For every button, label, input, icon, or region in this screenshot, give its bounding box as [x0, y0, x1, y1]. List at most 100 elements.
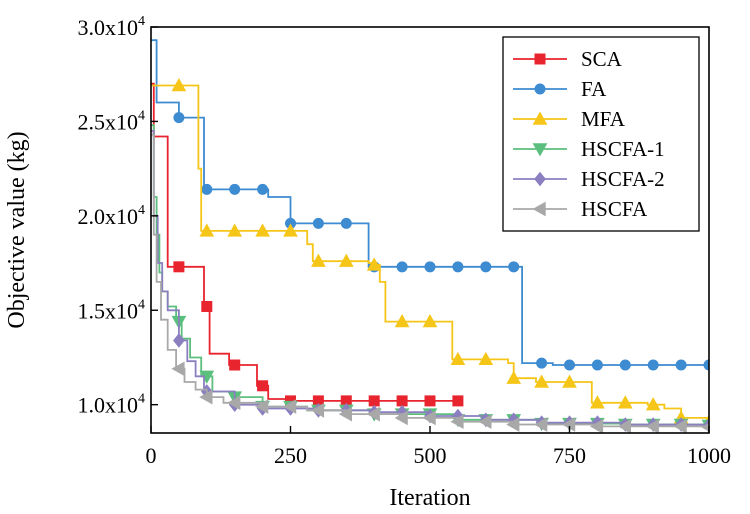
x-tick-label: 1000	[687, 443, 731, 468]
series-point-mfa	[422, 314, 438, 328]
series-point-hscfa	[199, 389, 213, 405]
legend-item-fa: FA	[513, 77, 607, 101]
series-point-mfa	[366, 257, 382, 271]
series-point-fa	[173, 112, 185, 124]
legend-label: MFA	[581, 107, 626, 131]
series-point-sca	[452, 395, 464, 407]
series-point-fa	[229, 183, 241, 195]
series-point-hscfa	[227, 395, 241, 411]
series-point-mfa	[645, 397, 661, 411]
series-point-hscfa	[310, 402, 325, 418]
series-point-fa	[591, 359, 603, 371]
series-point-hscfa	[171, 361, 185, 377]
series-point-fa	[508, 261, 520, 273]
series-point-fa	[257, 183, 269, 195]
legend-marker	[534, 53, 546, 65]
legend-label: HSCFA-2	[581, 167, 665, 191]
legend-item-sca: SCA	[513, 47, 623, 71]
series-point-fa	[480, 261, 492, 273]
legend-marker	[532, 143, 548, 157]
x-tick-label: 500	[414, 443, 447, 468]
series-point-sca	[396, 395, 408, 407]
series-point-fa	[675, 359, 687, 371]
series-point-hscfa	[338, 406, 352, 422]
series-point-hscfa	[450, 414, 464, 430]
x-axis-title: Iteration	[389, 485, 470, 511]
series-point-mfa	[283, 223, 298, 237]
legend-item-hscfa: HSCFA	[513, 197, 648, 221]
legend-item-hscfa-2: HSCFA-2	[513, 167, 665, 191]
series-point-mfa	[617, 395, 633, 409]
series-point-fa	[619, 359, 631, 371]
series-point-hscfa	[506, 417, 520, 432]
series-point-hscfa	[673, 419, 687, 433]
series-point-mfa	[590, 395, 605, 409]
y-tick-label: 1.5x104	[78, 297, 146, 323]
series-line-mfa	[151, 84, 709, 422]
series-point-fa	[424, 261, 436, 273]
legend-marker	[532, 201, 546, 217]
series-point-mfa	[311, 253, 326, 267]
series-line-sca	[151, 82, 458, 402]
series-point-mfa	[478, 351, 494, 366]
plot-area	[151, 39, 709, 433]
legend-marker	[534, 171, 546, 187]
series-point-sca	[257, 380, 269, 392]
legend-label: SCA	[581, 47, 623, 71]
x-tick-label: 0	[146, 443, 157, 468]
y-tick-label: 2.0x104	[78, 203, 146, 229]
series-point-sca	[229, 359, 241, 371]
series-point-mfa	[338, 253, 354, 267]
series-line-hscfa	[151, 133, 709, 428]
legend-label: HSCFA-1	[581, 137, 665, 161]
legend-item-hscfa-1: HSCFA-1	[513, 137, 665, 161]
series-point-mfa	[227, 223, 243, 237]
series-point-fa	[703, 359, 709, 371]
series-point-fa	[536, 357, 548, 369]
x-axis: 0 250 500 750 1000	[146, 426, 731, 468]
series-point-fa	[647, 359, 659, 371]
series-point-fa	[340, 217, 352, 229]
series-point-fa	[396, 261, 408, 273]
series-point-hscfa	[282, 399, 297, 414]
series-point-mfa	[562, 374, 577, 388]
series-point-hscfa	[617, 419, 631, 433]
series-point-hscfa	[589, 419, 604, 433]
y-tick-label: 3.0x104	[78, 14, 146, 40]
series-point-hscfa-2	[173, 333, 185, 348]
legend: SCA FA MFA HSCFA-1 HSCFA-2 HSCFA	[502, 36, 700, 232]
y-tick-label: 2.5x104	[78, 108, 146, 134]
series-point-hscfa	[645, 419, 659, 433]
y-axis: 1.0x104 1.5x104 2.0x104 2.5x104 3.0x104	[78, 14, 158, 418]
series-point-mfa	[506, 370, 522, 384]
series-point-sca	[173, 261, 185, 273]
series-point-hscfa	[255, 399, 269, 414]
series-point-mfa	[255, 223, 270, 237]
series-point-fa	[452, 261, 464, 273]
legend-item-mfa: MFA	[513, 107, 626, 131]
series-point-sca	[368, 395, 380, 407]
series-point-fa	[564, 359, 575, 371]
y-tick-label: 1.0x104	[78, 392, 146, 418]
series-point-sca	[424, 395, 436, 407]
x-tick-label: 250	[274, 443, 307, 468]
series-line-hscfa-2	[151, 130, 709, 426]
series-fa	[151, 39, 709, 371]
series-point-hscfa	[422, 410, 436, 426]
x-tick-label: 750	[553, 443, 586, 468]
series-point-mfa	[534, 374, 549, 388]
legend-label: FA	[581, 77, 607, 101]
y-axis-title: Objective value (kg)	[4, 131, 30, 328]
series-point-sca	[201, 300, 213, 312]
series-point-mfa	[171, 78, 187, 92]
series-point-mfa	[394, 314, 410, 328]
legend-marker	[532, 111, 548, 125]
series-point-fa	[201, 183, 213, 195]
series-point-hscfa	[478, 414, 492, 430]
legend-label: HSCFA	[581, 197, 648, 221]
legend-marker	[534, 83, 546, 95]
legend-box	[502, 36, 700, 232]
series-point-hscfa	[534, 417, 548, 432]
series-point-mfa	[450, 351, 466, 366]
